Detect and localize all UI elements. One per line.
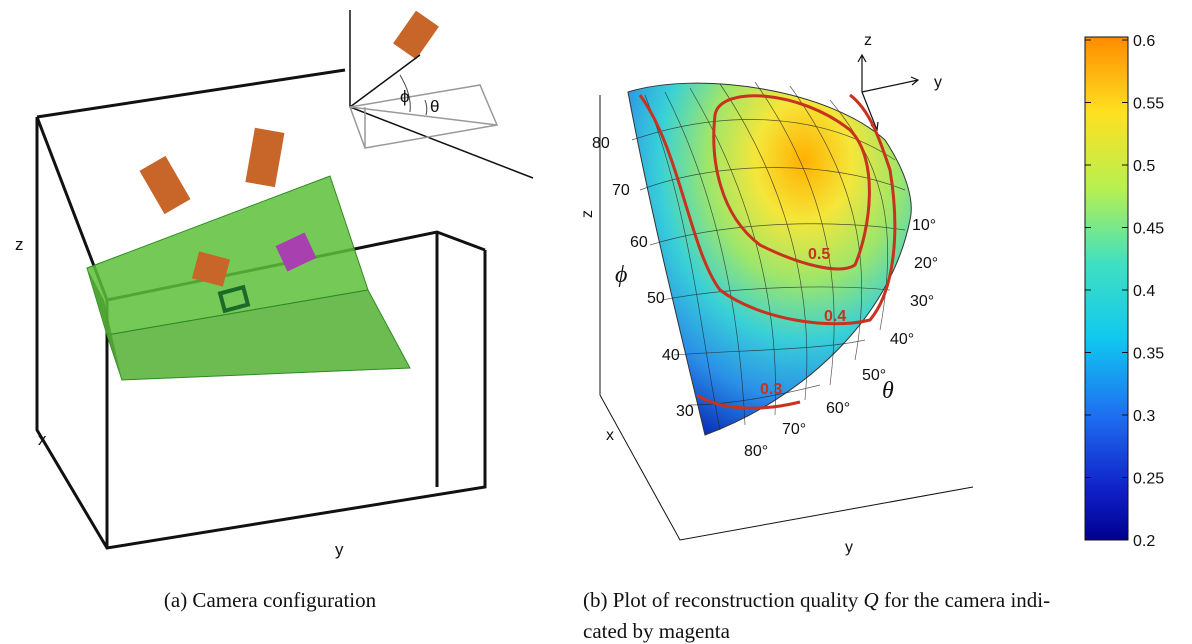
phi-tick-label: 60 bbox=[630, 234, 648, 251]
y-label: y bbox=[335, 540, 344, 559]
z-label: z bbox=[15, 235, 24, 254]
colorbar-tick-label: 0.35 bbox=[1133, 346, 1164, 363]
panel-a: ϕ θ z x y (a) Camera configuration bbox=[15, 10, 533, 612]
phi-tick-label: 80 bbox=[592, 135, 610, 152]
theta-tick-label: 60° bbox=[826, 400, 850, 417]
caption: cated by magenta bbox=[583, 619, 731, 643]
colorbar bbox=[1085, 37, 1128, 540]
colorbar-tick-label: 0.3 bbox=[1133, 408, 1155, 425]
shape bbox=[140, 156, 191, 214]
colorbar-tick-label: 0.4 bbox=[1133, 283, 1155, 300]
theta-tick-label: 40° bbox=[890, 331, 914, 348]
panel-b: z y x 0.5 0.4 0.3 80 70 60 50 40 30 10° 20° 30°… bbox=[579, 32, 1164, 643]
caption: (b) Plot of reconstruction quality Q for… bbox=[583, 588, 1050, 612]
phi-tick-label: 30 bbox=[676, 403, 694, 420]
slab bbox=[87, 176, 410, 380]
caption-symbol: Q bbox=[864, 588, 879, 612]
inset bbox=[350, 10, 533, 178]
phi-label: ϕ bbox=[400, 87, 410, 106]
phi-axis-label: ϕ bbox=[615, 262, 627, 288]
colorbar-tick-label: 0.55 bbox=[1133, 96, 1164, 113]
theta-axis-label: θ bbox=[882, 378, 894, 404]
colorbar-tick-label: 0.45 bbox=[1133, 221, 1164, 238]
colorbar-tick-label: 0.25 bbox=[1133, 471, 1164, 488]
colorbar-tick-label: 0.5 bbox=[1133, 158, 1155, 175]
colorbar-tick-label: 0.6 bbox=[1133, 33, 1155, 50]
theta-tick-label: 10° bbox=[912, 217, 936, 234]
theta-tick-label: 70° bbox=[782, 421, 806, 438]
theta-label: θ bbox=[430, 97, 439, 116]
colorbar-tick-label: 0.2 bbox=[1133, 533, 1155, 550]
inset-y: y bbox=[934, 74, 942, 91]
contour-label: 0.4 bbox=[824, 308, 846, 325]
y-label: y bbox=[845, 539, 853, 556]
shape bbox=[350, 10, 533, 178]
shape bbox=[245, 128, 284, 187]
shape bbox=[425, 100, 427, 115]
contour-label: 0.5 bbox=[808, 246, 830, 263]
theta-tick-label: 80° bbox=[744, 443, 768, 460]
inset-z: z bbox=[864, 32, 872, 49]
theta-tick-label: 20° bbox=[914, 255, 938, 272]
x-label: x bbox=[606, 427, 614, 444]
caption: (a) Camera configuration bbox=[164, 588, 377, 612]
phi-tick-label: 50 bbox=[647, 290, 665, 307]
contour-label: 0.3 bbox=[760, 381, 782, 398]
inset-axes bbox=[858, 55, 918, 130]
shape bbox=[862, 77, 918, 92]
shape bbox=[858, 55, 866, 92]
phi-tick-label: 70 bbox=[612, 182, 630, 199]
x-label: x bbox=[38, 430, 47, 449]
z-label: z bbox=[579, 210, 596, 218]
caption-text: (b) Plot of reconstruction quality bbox=[583, 588, 859, 612]
figure: ϕ θ z x y (a) Camera configuration z y x… bbox=[0, 0, 1192, 644]
phi-tick-label: 40 bbox=[662, 347, 680, 364]
shape bbox=[393, 11, 439, 60]
theta-tick-label: 30° bbox=[910, 293, 934, 310]
caption-text: for the camera indi- bbox=[884, 588, 1050, 612]
